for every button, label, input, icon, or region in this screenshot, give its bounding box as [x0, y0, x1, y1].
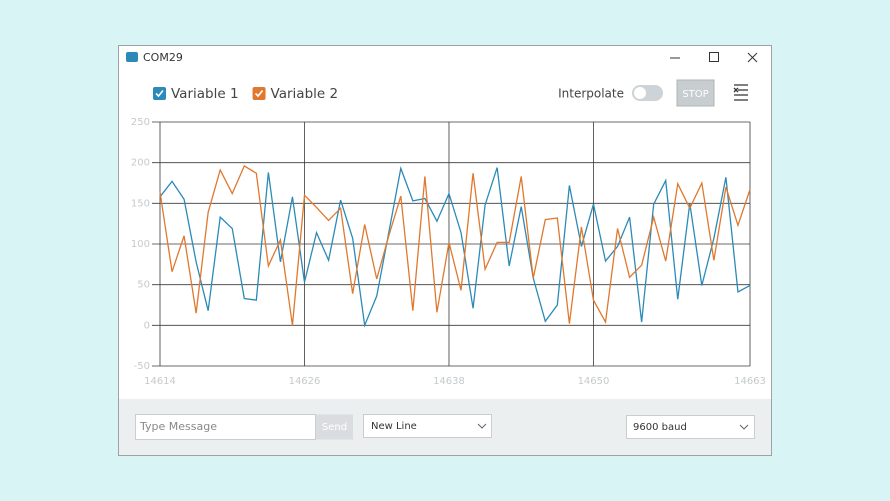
- maximize[interactable]: [709, 52, 719, 62]
- menu-icon[interactable]: [733, 84, 748, 101]
- y-tick-label: -50: [134, 361, 150, 372]
- send-label: Send: [322, 422, 347, 433]
- y-tick-label: 150: [131, 198, 150, 209]
- plot: -50 0 50 100 150 200 250 14614 14626 14638 14650 14…: [131, 117, 766, 387]
- x-tick-label: 14626: [289, 376, 321, 387]
- checkmark: [254, 89, 264, 98]
- x-tick-label: 14663: [734, 376, 766, 387]
- legend-label: Variable 1: [171, 86, 239, 102]
- y-tick-label: 0: [144, 320, 150, 331]
- line-ending-label: New Line: [371, 421, 417, 432]
- x-tick-label: 14614: [144, 376, 176, 387]
- y-tick-label: 250: [131, 117, 150, 128]
- y-tick-label: 100: [131, 239, 150, 250]
- close[interactable]: [747, 52, 758, 63]
- dropdown-arrow: [739, 424, 749, 430]
- window-title: COM29: [143, 51, 183, 64]
- legend-checkbox[interactable]: [153, 87, 166, 100]
- line-ending-select[interactable]: [363, 414, 492, 438]
- toggle-knob: [634, 87, 646, 99]
- y-tick-label: 200: [131, 158, 150, 169]
- legend-checkbox[interactable]: [252, 87, 266, 100]
- legend: Variable 1 Variable 2: [153, 86, 338, 102]
- baud-label: 9600 baud: [633, 422, 687, 433]
- interpolate-label: Interpolate: [558, 87, 624, 101]
- app-icon: [126, 52, 138, 62]
- x-tick-label: 14650: [578, 376, 610, 387]
- checkmark: [155, 89, 164, 98]
- stop-label: STOP: [682, 89, 708, 100]
- message-placeholder: Type Message: [139, 420, 217, 433]
- legend-label: Variable 2: [271, 86, 339, 102]
- send-button[interactable]: [316, 414, 353, 440]
- dropdown-arrow: [477, 423, 487, 429]
- series-line: [159, 164, 751, 326]
- baud-select[interactable]: [626, 415, 755, 439]
- y-tick-label: 50: [137, 280, 150, 291]
- stop-button[interactable]: [676, 79, 715, 107]
- message-input[interactable]: [135, 414, 316, 440]
- x-tick-label: 14638: [433, 376, 465, 387]
